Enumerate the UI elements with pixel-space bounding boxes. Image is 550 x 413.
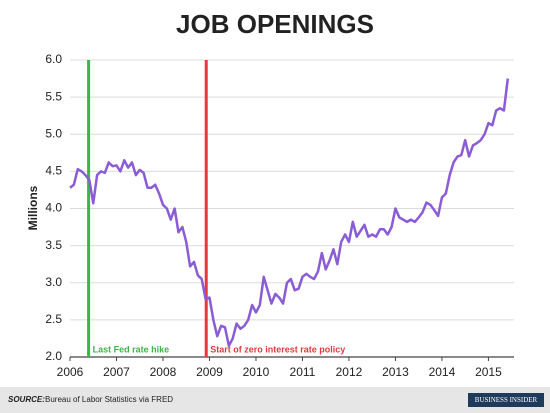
- x-tick-label: 2015: [475, 365, 502, 379]
- y-tick-label: 5.5: [45, 89, 62, 103]
- y-tick-label: 3.5: [45, 238, 62, 252]
- x-tick-label: 2013: [382, 365, 409, 379]
- x-tick-label: 2010: [243, 365, 270, 379]
- x-tick-label: 2014: [429, 365, 456, 379]
- chart-title: JOB OPENINGS: [176, 9, 374, 39]
- y-axis-label: Millions: [26, 185, 40, 230]
- y-tick-label: 6.0: [45, 52, 62, 66]
- source-label: SOURCE:: [8, 395, 45, 404]
- x-tick-label: 2011: [290, 365, 316, 379]
- brand-box: [468, 393, 544, 407]
- x-tick-label: 2009: [196, 365, 223, 379]
- event-label: Last Fed rate hike: [93, 344, 170, 354]
- source: Bureau of Labor Statistics via FRED: [45, 395, 173, 404]
- y-tick-label: 3.0: [45, 275, 62, 289]
- y-tick-label: 4.0: [45, 201, 62, 215]
- y-tick-label: 2.0: [45, 349, 62, 363]
- x-tick-label: 2008: [150, 365, 177, 379]
- footer: [0, 387, 550, 413]
- y-tick-label: 4.5: [45, 164, 62, 178]
- data-line: [69, 78, 510, 348]
- y-tick-label: 2.5: [45, 312, 62, 326]
- x-tick-label: 2006: [57, 365, 84, 379]
- x-tick-label: 2012: [336, 365, 363, 379]
- event-label: Start of zero interest rate policy: [210, 344, 345, 354]
- x-tick-label: 2007: [103, 365, 130, 379]
- brand: BUSINESS INSIDER: [475, 396, 538, 404]
- y-tick-label: 5.0: [45, 126, 62, 140]
